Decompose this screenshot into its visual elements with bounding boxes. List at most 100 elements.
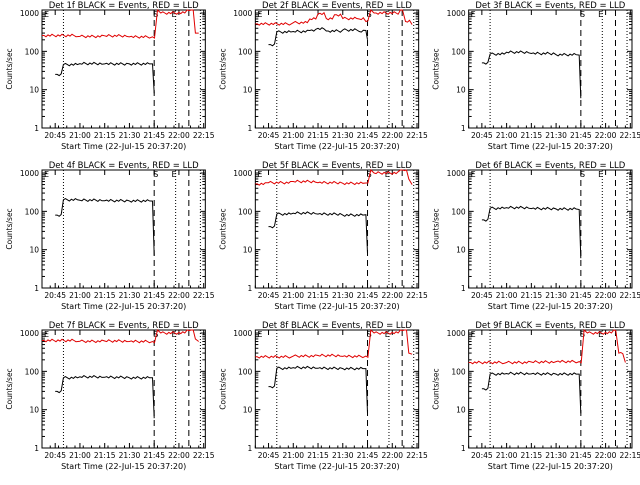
chart-panel-5f: Det 5f BLACK = Events, RED = LLD 1 10 100 10… <box>218 161 428 311</box>
x-tick-label: 20:45 <box>258 131 280 140</box>
x-axis-label: Start Time (22-Jul-15 20:37:20) <box>61 302 186 311</box>
series-line-events <box>268 211 368 254</box>
x-tick-label: 21:45 <box>570 291 592 300</box>
y-tick-label: 100 <box>25 47 40 56</box>
marker-label-end: E <box>171 330 176 339</box>
marker-label-start: E <box>257 330 262 339</box>
x-tick-label: 21:00 <box>282 291 304 300</box>
x-tick-label: 22:00 <box>168 131 190 140</box>
y-tick-label: 1 <box>248 284 253 293</box>
x-tick-label: 21:00 <box>496 131 518 140</box>
y-axis-label: Counts/sec <box>5 368 14 409</box>
x-tick-label: 21:00 <box>69 451 91 460</box>
x-tick-label: 21:00 <box>69 131 91 140</box>
y-tick-label: 1 <box>34 284 39 293</box>
x-tick-label: 21:30 <box>119 131 141 140</box>
x-tick-label: 21:30 <box>332 131 354 140</box>
y-axis-label: Counts/sec <box>432 48 441 89</box>
marker-label-end: E <box>385 10 390 19</box>
chart-panel-2f: Det 2f BLACK = Events, RED = LLD 1 10 100 10… <box>218 1 428 151</box>
x-tick-label: 21:45 <box>357 291 379 300</box>
x-tick-label: 22:15 <box>620 131 640 140</box>
y-axis-label: Counts/sec <box>432 368 441 409</box>
x-axis-label: Start Time (22-Jul-15 20:37:20) <box>274 142 399 151</box>
y-axis-label: Counts/sec <box>218 368 227 409</box>
x-tick-label: 22:15 <box>620 451 640 460</box>
y-tick-label: 1 <box>461 444 466 453</box>
chart-title: Det 9f BLACK = Events, RED = LLD <box>475 321 625 331</box>
x-tick-label: 21:00 <box>496 451 518 460</box>
chart-panel-8f: Det 8f BLACK = Events, RED = LLD 1 10 100 10… <box>218 321 428 471</box>
marker-label-end: E <box>171 10 176 19</box>
marker-label-end: E <box>598 170 603 179</box>
chart-title: Det 1f BLACK = Events, RED = LLD <box>49 1 199 11</box>
y-tick-label: 1000 <box>233 169 252 178</box>
series-line-lld <box>255 9 413 26</box>
y-tick-label: 1000 <box>447 169 466 178</box>
x-tick-label: 21:15 <box>307 451 329 460</box>
y-tick-label: 10 <box>243 246 253 255</box>
x-tick-label: 20:45 <box>471 451 493 460</box>
x-tick-label: 21:00 <box>496 291 518 300</box>
y-tick-label: 10 <box>29 406 39 415</box>
x-tick-label: 22:00 <box>168 291 190 300</box>
x-tick-label: 20:45 <box>471 291 493 300</box>
marker-label-end: E <box>598 10 603 19</box>
x-tick-label: 22:00 <box>381 291 403 300</box>
marker-label-s: S <box>580 330 585 339</box>
marker-label-end: E <box>385 170 390 179</box>
plot-frame <box>468 329 633 449</box>
chart-panel-3f: Det 3f BLACK = Events, RED = LLD 1 10 100 10… <box>432 1 640 151</box>
y-axis-label: Counts/sec <box>5 48 14 89</box>
y-tick-label: 100 <box>25 367 40 376</box>
x-tick-label: 21:30 <box>545 291 567 300</box>
y-tick-label: 1000 <box>20 169 39 178</box>
y-tick-label: 1000 <box>20 329 39 338</box>
x-axis-label: Start Time (22-Jul-15 20:37:20) <box>488 302 613 311</box>
series-line-lld <box>42 329 200 344</box>
series-line-lld <box>42 8 199 39</box>
x-axis-label: Start Time (22-Jul-15 20:37:20) <box>274 302 399 311</box>
series-line-events <box>55 61 155 94</box>
y-tick-label: 10 <box>456 246 466 255</box>
y-tick-label: 10 <box>456 406 466 415</box>
x-tick-label: 22:15 <box>620 291 640 300</box>
y-tick-label: 10 <box>29 246 39 255</box>
x-tick-label: 21:15 <box>521 291 543 300</box>
x-tick-label: 21:15 <box>307 291 329 300</box>
marker-label-s: S <box>153 170 158 179</box>
y-tick-label: 100 <box>451 207 466 216</box>
x-tick-label: 21:45 <box>357 131 379 140</box>
y-tick-label: 100 <box>451 367 466 376</box>
y-tick-label: 1 <box>248 124 253 133</box>
x-tick-label: 20:45 <box>471 131 493 140</box>
marker-label-s: S <box>153 330 158 339</box>
x-tick-label: 21:30 <box>545 451 567 460</box>
x-tick-label: 21:45 <box>143 451 165 460</box>
x-tick-label: 20:45 <box>44 291 66 300</box>
x-tick-label: 21:30 <box>332 291 354 300</box>
chart-title: Det 3f BLACK = Events, RED = LLD <box>475 1 625 11</box>
x-tick-label: 21:00 <box>282 131 304 140</box>
series-line-lld <box>255 169 413 186</box>
x-tick-label: 21:15 <box>521 451 543 460</box>
chart-panel-9f: Det 9f BLACK = Events, RED = LLD 1 10 100 10… <box>432 321 640 471</box>
y-axis-label: Counts/sec <box>5 208 14 249</box>
x-tick-label: 21:15 <box>521 131 543 140</box>
x-tick-label: 22:00 <box>381 451 403 460</box>
y-tick-label: 1 <box>248 444 253 453</box>
y-tick-label: 100 <box>451 47 466 56</box>
x-tick-label: 21:15 <box>94 451 116 460</box>
x-tick-label: 22:15 <box>406 451 428 460</box>
series-line-events <box>55 197 155 256</box>
y-axis-label: Counts/sec <box>432 208 441 249</box>
x-tick-label: 22:15 <box>193 291 215 300</box>
marker-label-start: E <box>257 170 262 179</box>
x-tick-label: 22:00 <box>595 131 617 140</box>
x-tick-label: 22:15 <box>406 131 428 140</box>
y-tick-label: 1000 <box>233 329 252 338</box>
chart-title: Det 5f BLACK = Events, RED = LLD <box>262 161 412 171</box>
y-tick-label: 10 <box>456 86 466 95</box>
